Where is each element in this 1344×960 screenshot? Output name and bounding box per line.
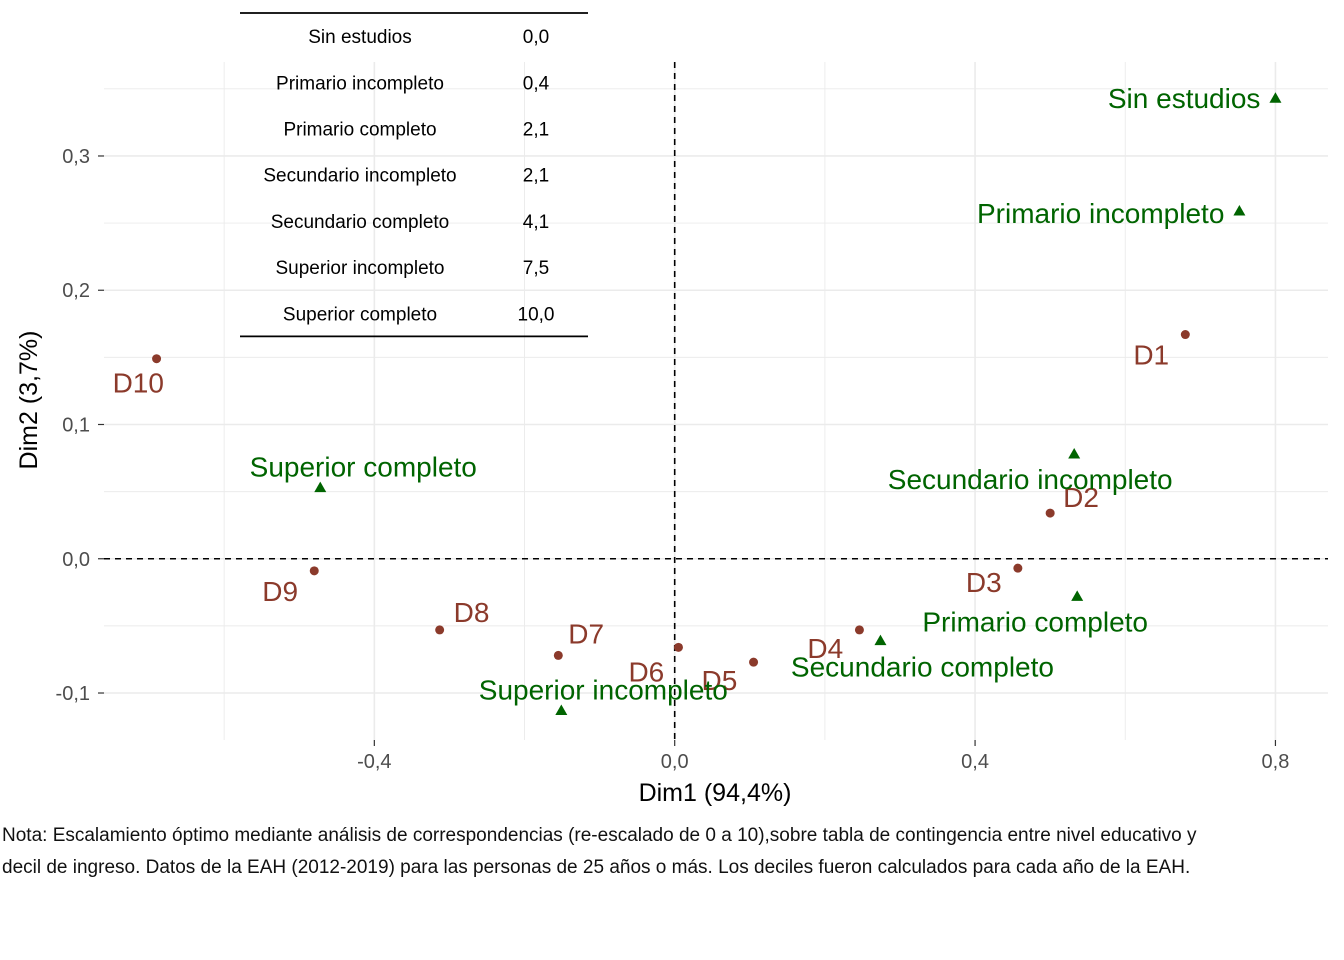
point-label: Superior incompleto (479, 674, 728, 705)
correspondence-plot: -0,4 0,0 0,4 0,8 -0,1 0,0 0,1 0,2 0,3 D1 D2 D3 D4 D5… (15, 12, 1328, 807)
point-label: Primario incompleto (977, 198, 1224, 229)
point-primario-incompleto (1233, 205, 1246, 216)
point-label: Sin estudios (1108, 83, 1261, 114)
chart-note: Nota: Escalamiento óptimo mediante análi… (2, 820, 1342, 884)
point-label: Superior completo (250, 452, 477, 483)
point-d4 (854, 625, 864, 635)
y-tick-label: 0,3 (62, 146, 90, 168)
point-label: D7 (568, 618, 604, 649)
reference-lines (104, 62, 1328, 740)
point-d7 (553, 650, 563, 660)
point-label: D10 (113, 368, 164, 399)
table-row-label: Superior incompleto (276, 258, 445, 279)
point-d8 (435, 625, 445, 635)
point-label: D2 (1063, 482, 1099, 513)
table-row-label: Secundario completo (271, 212, 450, 233)
x-tick-label: 0,4 (961, 751, 989, 773)
point-superior-incompleto (555, 704, 568, 715)
point-label: D9 (262, 576, 298, 607)
table-row-value: 2,1 (523, 166, 549, 187)
table-row-label: Sin estudios (308, 27, 412, 48)
table-row-label: Superior completo (283, 304, 437, 325)
note-line-1: Nota: Escalamiento óptimo mediante análi… (2, 825, 1197, 846)
point-d2 (1045, 508, 1055, 518)
point-label: D3 (966, 567, 1002, 598)
x-axis-title: Dim1 (94,4%) (639, 779, 792, 807)
point-label: D6 (628, 656, 664, 687)
table-row-value: 4,1 (523, 212, 549, 233)
table-row-value: 7,5 (523, 258, 549, 279)
point-secundario-incompleto (1068, 448, 1081, 459)
x-tick-label: -0,4 (357, 751, 391, 773)
point-label: Secundario completo (791, 652, 1054, 683)
point-superior-completo (314, 481, 327, 493)
point-d6 (673, 642, 683, 652)
point-label: D1 (1133, 340, 1169, 371)
data-marks: D1 D2 D3 D4 D5 D6 D7 D8 D9 D10 Sin estudios Primari… (113, 83, 1282, 715)
table-row-label: Primario incompleto (276, 73, 444, 94)
grid (104, 62, 1328, 740)
y-tick-label: -0,1 (56, 683, 90, 705)
point-sin-estudios (1269, 92, 1282, 103)
table-row-value: 2,1 (523, 120, 549, 141)
x-tick-label: 0,0 (661, 751, 689, 773)
point-d9 (309, 566, 319, 576)
table-row-label: Secundario incompleto (263, 166, 456, 187)
point-label: D4 (807, 633, 843, 664)
point-d1 (1180, 330, 1190, 340)
table-row-value: 10,0 (518, 304, 555, 325)
y-tick-label: 0,0 (62, 549, 90, 571)
table-row-label: Primario completo (283, 120, 436, 141)
point-d5 (749, 657, 759, 667)
inset-table: Sin estudios 0,0 Primario incompleto 0,4 Pri… (240, 12, 588, 338)
table-row-value: 0,4 (523, 73, 550, 94)
x-tick-label: 0,8 (1262, 751, 1290, 773)
point-d10 (152, 354, 162, 364)
y-tick-label: 0,2 (62, 280, 90, 302)
point-d3 (1013, 563, 1023, 573)
point-label: D8 (454, 597, 490, 628)
point-secundario-completo (874, 634, 887, 646)
point-label: D5 (702, 665, 738, 696)
axis-ticks: -0,4 0,0 0,4 0,8 -0,1 0,0 0,1 0,2 0,3 (56, 146, 1290, 773)
point-label: Secundario incompleto (888, 464, 1173, 495)
y-tick-label: 0,1 (62, 414, 90, 436)
point-primario-completo (1071, 590, 1084, 601)
y-axis-title: Dim2 (3,7%) (15, 331, 43, 470)
point-label: Primario completo (922, 606, 1148, 637)
note-line-2: decil de ingreso. Datos de la EAH (2012-… (2, 857, 1191, 878)
table-row-value: 0,0 (523, 27, 549, 48)
